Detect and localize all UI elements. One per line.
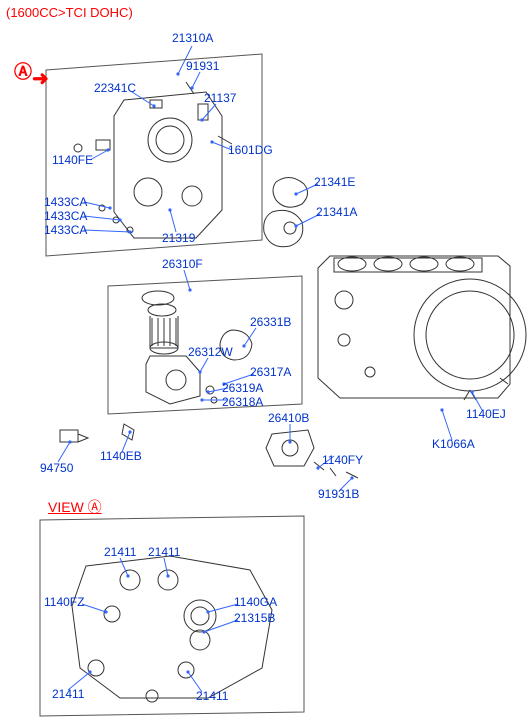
- leader-26312W: [200, 358, 208, 372]
- leader-21319: [170, 210, 176, 232]
- part-label-26319A: 26319A: [222, 382, 263, 395]
- part-label-K1066A: K1066A: [432, 438, 475, 451]
- part-label-1140GA: 1140GA: [234, 596, 277, 609]
- part-label-1433CA3: 1433CA: [44, 224, 87, 237]
- leader-K1066A: [442, 410, 452, 440]
- leader-21137: [202, 104, 216, 120]
- part-label-21341A: 21341A: [316, 206, 357, 219]
- leader-21315B: [204, 620, 238, 632]
- part-label-1140FZ: 1140FZ: [44, 596, 84, 609]
- view-marker-a: Ⓐ ➜: [14, 58, 32, 84]
- part-label-26317A: 26317A: [250, 366, 291, 379]
- part-label-1140EB: 1140EB: [100, 450, 142, 463]
- part-label-94750: 94750: [40, 462, 73, 475]
- part-label-1433CA1: 1433CA: [44, 196, 87, 209]
- part-label-21319: 21319: [162, 232, 195, 245]
- leader-26310F: [184, 270, 190, 290]
- part-label-26331B: 26331B: [250, 316, 291, 329]
- part-label-21315B: 21315B: [234, 612, 275, 625]
- view-a-symbol2: Ⓐ: [88, 499, 102, 515]
- rear-gaskets: [264, 177, 308, 246]
- part-label-26312W: 26312W: [188, 346, 233, 359]
- diagram-title: (1600CC>TCI DOHC): [6, 6, 133, 20]
- sensor-assy: [60, 424, 134, 442]
- part-label-21411d: 21411: [196, 690, 228, 703]
- leader-1433CA2: [84, 216, 120, 220]
- part-label-1140EJ: 1140EJ: [466, 408, 506, 421]
- part-label-26318A: 26318A: [222, 396, 263, 409]
- part-label-26410B: 26410B: [268, 412, 309, 425]
- view-a-prefix: VIEW: [48, 499, 88, 515]
- part-label-1433CA2: 1433CA: [44, 210, 87, 223]
- part-label-21411b: 21411: [148, 546, 180, 559]
- view-a-label: VIEW Ⓐ: [48, 500, 102, 515]
- part-label-21411c: 21411: [52, 688, 84, 701]
- engine-block: [318, 256, 526, 400]
- leader-1140FZ: [82, 604, 106, 612]
- part-label-1140FY: 1140FY: [322, 454, 363, 467]
- part-label-21137: 21137: [204, 92, 236, 105]
- part-label-22341C: 22341C: [94, 82, 136, 95]
- leader-1433CA3: [84, 230, 130, 232]
- part-label-91931B: 91931B: [318, 488, 359, 501]
- leader-1433CA1: [84, 202, 110, 208]
- view-a-arrow: ➜: [32, 66, 49, 91]
- leader-91931: [192, 72, 200, 88]
- part-label-1140FE: 1140FE: [52, 154, 93, 167]
- view-a-symbol: Ⓐ: [14, 62, 32, 82]
- part-label-21341E: 21341E: [314, 176, 355, 189]
- view-a-cover: [72, 556, 272, 702]
- leader-21411b: [164, 558, 168, 576]
- part-label-21310A: 21310A: [172, 32, 213, 45]
- part-label-26310F: 26310F: [162, 258, 203, 271]
- leader-94750: [58, 442, 70, 462]
- part-label-91931: 91931: [186, 60, 219, 73]
- leader-26331B: [244, 328, 256, 346]
- part-label-21411a: 21411: [104, 546, 136, 559]
- part-label-1601DG: 1601DG: [228, 144, 273, 157]
